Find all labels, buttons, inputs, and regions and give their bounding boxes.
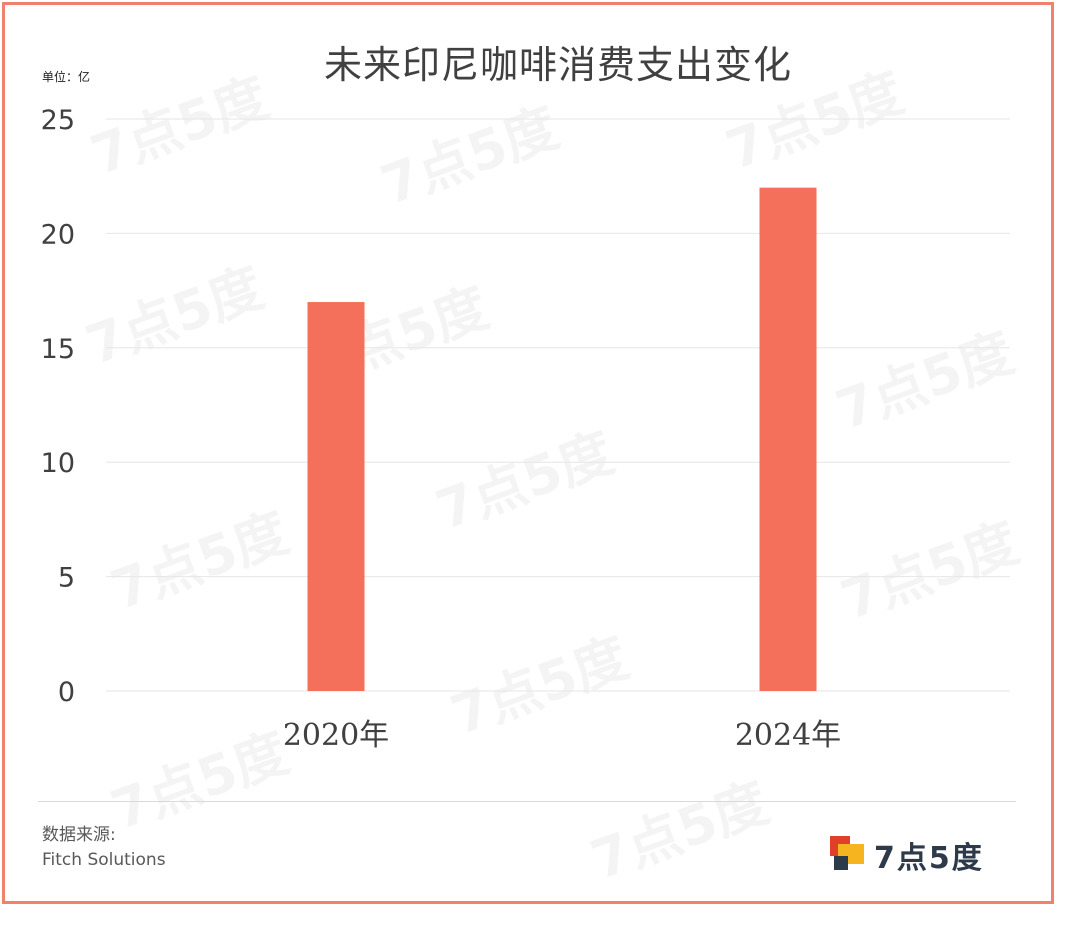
logo-text: 7点5度: [874, 841, 984, 876]
y-axis-ticks: 0 5 10 15 20 25: [41, 105, 75, 708]
y-tick-label: 25: [41, 105, 75, 136]
bar-2: [759, 187, 817, 691]
source-note: 数据来源: Fitch Solutions: [42, 823, 166, 873]
y-tick-label: 20: [41, 219, 75, 250]
watermark-text: 7点5度: [83, 65, 277, 187]
watermark-text: 7点5度: [78, 255, 272, 377]
brand-logo: 7点5度: [830, 835, 984, 876]
watermark-layer: 7点5度 7点5度 7点5度 7点5度 7点5度 7点5度 7点5度 7点5度 7点5度 7点5度…: [78, 60, 1027, 892]
x-tick-label: 2024年: [735, 718, 841, 753]
grid-lines: [106, 118, 1010, 692]
x-tick-label: 2020年: [283, 718, 389, 753]
y-tick-label: 10: [41, 448, 75, 479]
chart-frame: [2, 2, 1054, 904]
logo-icon: [830, 836, 868, 874]
watermark-text: 7点5度: [833, 510, 1027, 632]
y-tick-label: 0: [58, 677, 75, 708]
source-name: Fitch Solutions: [42, 850, 166, 870]
watermark-text: 7点5度: [443, 625, 637, 747]
watermark-text: 7点5度: [373, 95, 567, 217]
watermark-text: 7点5度: [428, 420, 622, 542]
watermark-text: 7点5度: [718, 60, 912, 182]
source-label: 数据来源:: [42, 825, 116, 845]
footer-divider: [38, 801, 1016, 802]
chart-title: 未来印尼咖啡消费支出变化: [323, 43, 792, 87]
x-axis-ticks: 2020年 2024年: [283, 718, 841, 753]
bar-1: [307, 302, 365, 691]
watermark-text: 7点5度: [828, 320, 1022, 442]
y-tick-label: 5: [58, 563, 75, 594]
watermark-text: 7点5度: [103, 500, 297, 622]
y-tick-label: 15: [41, 334, 75, 365]
watermark-text: 7点5度: [583, 770, 777, 892]
bars: [307, 187, 817, 691]
unit-label: 单位：亿: [42, 70, 91, 84]
